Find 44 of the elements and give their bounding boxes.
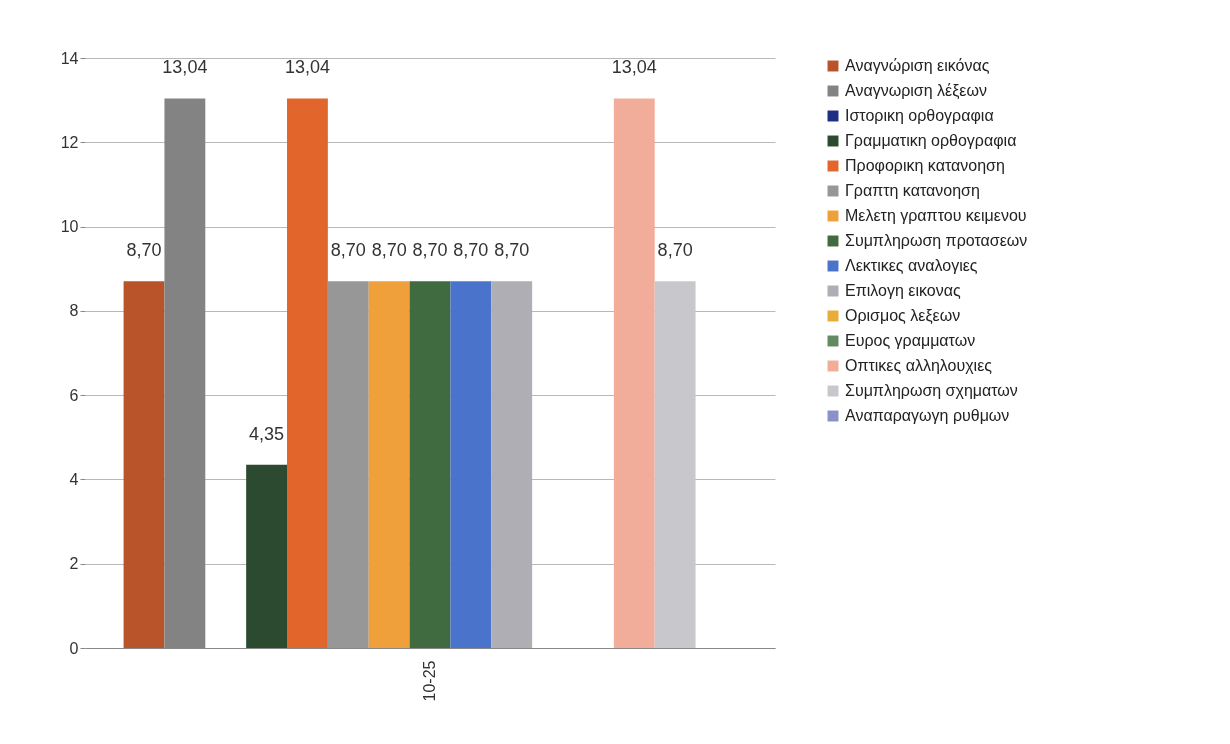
y-tick-label: 6 xyxy=(69,386,79,404)
bar xyxy=(654,281,696,648)
legend-label: Ορισμος λεξεων xyxy=(845,307,961,325)
y-tick-label: 14 xyxy=(60,49,79,67)
data-label: 8,70 xyxy=(371,240,407,261)
legend-label: Συμπληρωση σχηματων xyxy=(845,382,1018,399)
data-label: 13,04 xyxy=(611,57,657,78)
legend-label: Ευρος γραμματων xyxy=(845,332,976,349)
legend-label: Αναγνωριση λέξεων xyxy=(845,82,987,100)
legend-label: Προφορικη κατανοηση xyxy=(845,157,1005,174)
legend-label: Λεκτικες αναλογιες xyxy=(845,257,978,274)
bar xyxy=(287,98,328,648)
bar xyxy=(409,281,451,648)
bar xyxy=(613,98,655,648)
legend-label: Γραπτη κατανοηση xyxy=(845,182,980,199)
legend-label: Αναπαραγωγη ρυθμων xyxy=(845,407,1010,424)
legend-label: Ιστορικη ορθογραφια xyxy=(845,107,994,124)
legend-label: Επιλογη εικονας xyxy=(845,282,961,299)
data-label: 13,04 xyxy=(162,57,208,78)
legend-label: Μελετη γραπτου κειμενου xyxy=(845,207,1027,224)
legend-label: Αναγνώριση εικόνας xyxy=(845,57,990,74)
data-label: 8,70 xyxy=(126,240,162,261)
data-label: 8,70 xyxy=(453,240,489,261)
legend-label: Συμπληρωση προτασεων xyxy=(845,232,1028,249)
data-label: 13,04 xyxy=(284,57,330,78)
legend-label: Οπτικες αλληλουχιες xyxy=(845,357,993,374)
legend-label: Γραμματικη ορθογραφια xyxy=(845,132,1017,149)
y-tick-label: 12 xyxy=(60,133,79,151)
data-label: 8,70 xyxy=(330,240,366,261)
x-tick-label: 10-25 xyxy=(421,660,438,702)
bar xyxy=(368,281,410,648)
data-label: 8,70 xyxy=(494,240,530,261)
y-tick-label: 2 xyxy=(69,555,79,573)
bar xyxy=(246,464,288,648)
y-tick-label: 10 xyxy=(60,218,79,236)
data-label: 4,35 xyxy=(249,423,285,444)
bar xyxy=(123,281,165,648)
data-label: 8,70 xyxy=(657,240,693,261)
data-label: 8,70 xyxy=(412,240,448,261)
bar xyxy=(450,281,492,648)
y-tick-label: 0 xyxy=(69,639,79,657)
bar xyxy=(327,281,369,648)
y-tick-label: 8 xyxy=(69,302,79,320)
y-tick-label: 4 xyxy=(69,470,79,488)
